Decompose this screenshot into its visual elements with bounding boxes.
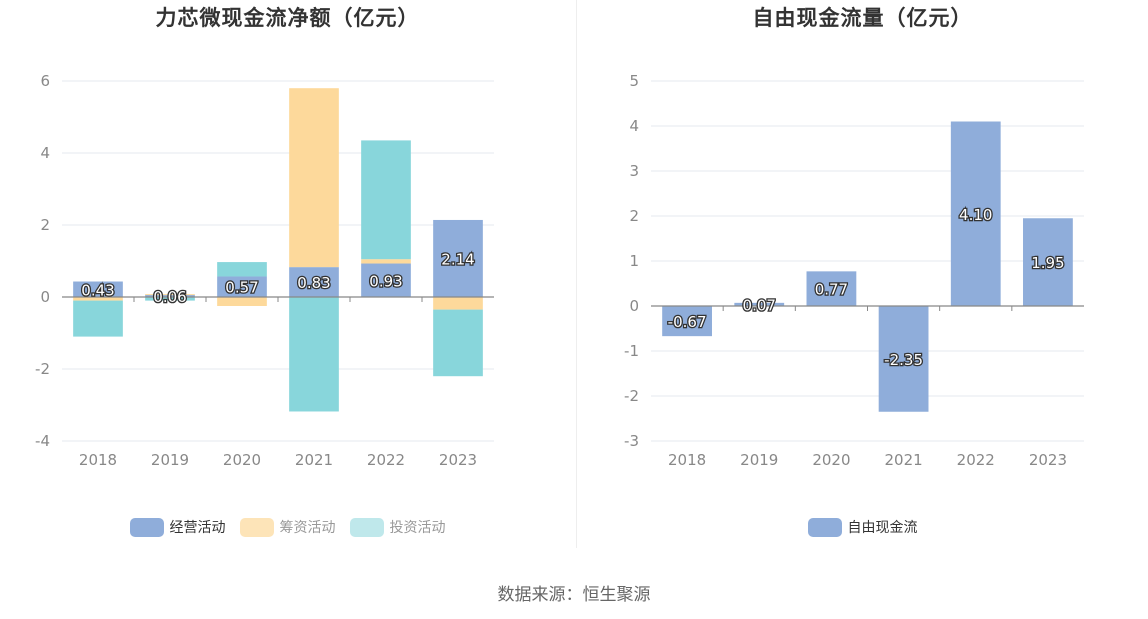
data-label-free-cash-flow-2018: -0.67 — [668, 313, 707, 331]
bar-financing-2018[interactable] — [73, 297, 123, 301]
legend-label-investing: 投资活动 — [389, 520, 446, 536]
bar-investing-2023[interactable] — [433, 309, 483, 377]
bar-operating-2019[interactable] — [145, 294, 195, 297]
legend-swatch-financing — [239, 517, 274, 537]
bar-investing-2018[interactable] — [73, 300, 123, 337]
free-cash-flow-chart: -3 -2 -1 0 1 2 3 4 5 2018 2019 2020 2021 2022 2023 -0.6… — [624, 72, 1084, 469]
left-ytick-label: 0 — [40, 288, 50, 306]
bar-investing-2020[interactable] — [217, 262, 267, 277]
right-ytick-label: -1 — [624, 342, 639, 360]
right-xtick-label: 2023 — [1029, 451, 1067, 469]
bar-investing-2019[interactable] — [145, 297, 195, 301]
left-ytick-label: 4 — [40, 144, 50, 162]
legend-item-free-cash-flow[interactable]: 自由现金流 — [807, 517, 918, 537]
left-xtick-label: 2018 — [79, 451, 117, 469]
data-source-note: 数据来源：恒生聚源 — [497, 585, 651, 605]
right-ytick-label: -3 — [624, 432, 639, 450]
right-xtick-label: 2020 — [812, 451, 850, 469]
bar-free-cash-flow-2018[interactable] — [662, 306, 712, 337]
bar-financing-2022[interactable] — [361, 259, 411, 264]
data-label-free-cash-flow-2019: 0.07 — [743, 296, 776, 314]
right-ytick-label: 1 — [629, 252, 639, 270]
legend-swatch-investing — [349, 517, 384, 537]
data-label-operating-2023: 2.14 — [441, 250, 474, 268]
right-ytick-label: 5 — [629, 72, 639, 90]
left-ytick-label: 2 — [40, 216, 50, 234]
bar-financing-2020[interactable] — [217, 297, 267, 306]
left-ytick-label: -4 — [35, 432, 50, 450]
free-cash-flow-panel: 自由现金流量（亿元） -3 -2 -1 0 1 2 3 4 5 2018 2019 2020 2021 2… — [577, 0, 1148, 560]
bar-financing-2021[interactable] — [289, 88, 339, 268]
bar-financing-2023[interactable] — [433, 297, 483, 310]
bar-operating-2021[interactable] — [289, 267, 339, 297]
bar-financing-2019[interactable] — [145, 294, 195, 296]
right-xtick-label: 2021 — [884, 451, 922, 469]
left-xtick-label: 2020 — [223, 451, 261, 469]
data-label-operating-2020: 0.57 — [225, 279, 258, 297]
legend-swatch-operating — [129, 517, 164, 537]
chart-title-right: 自由现金流量（亿元） — [752, 6, 973, 30]
legend-right: 自由现金流 — [577, 517, 1148, 537]
right-xtick-label: 2019 — [740, 451, 778, 469]
legend-label-financing: 筹资活动 — [279, 520, 336, 536]
bar-investing-2022[interactable] — [361, 140, 411, 260]
cash-flow-net-panel: 力芯微现金流净额（亿元） -4 -2 0 2 4 6 2018 2019 2020 2021 202… — [0, 0, 575, 560]
right-xtick-label: 2022 — [957, 451, 995, 469]
right-ytick-label: 2 — [629, 207, 639, 225]
bar-free-cash-flow-2019[interactable] — [734, 302, 785, 306]
data-label-operating-2019: 0.06 — [153, 288, 186, 306]
bar-free-cash-flow-2022[interactable] — [950, 121, 1001, 307]
bar-operating-2023[interactable] — [433, 219, 483, 297]
right-ytick-label: -2 — [624, 387, 639, 405]
legend-label-free-cash-flow: 自由现金流 — [847, 520, 918, 536]
right-ytick-label: 3 — [629, 162, 639, 180]
data-label-operating-2021: 0.83 — [297, 274, 330, 292]
panel-divider — [576, 0, 577, 548]
left-ytick-label: 6 — [40, 72, 50, 90]
data-label-free-cash-flow-2020: 0.77 — [815, 281, 848, 299]
bar-free-cash-flow-2023[interactable] — [1023, 218, 1073, 306]
data-label-free-cash-flow-2023: 1.95 — [1031, 254, 1064, 272]
left-xtick-label: 2023 — [439, 451, 477, 469]
left-xtick-label: 2019 — [151, 451, 189, 469]
legend-left: 经营活动 筹资活动 投资活动 — [0, 517, 575, 537]
data-label-operating-2022: 0.93 — [369, 272, 402, 290]
chart-title-left: 力芯微现金流净额（亿元） — [155, 6, 420, 30]
data-label-free-cash-flow-2022: 4.10 — [959, 206, 992, 224]
legend-item-investing[interactable]: 投资活动 — [349, 517, 446, 537]
data-label-free-cash-flow-2021: -2.35 — [884, 351, 923, 369]
left-xtick-label: 2022 — [367, 451, 405, 469]
bar-investing-2021[interactable] — [289, 297, 339, 412]
left-ytick-label: -2 — [35, 360, 50, 378]
right-xtick-label: 2018 — [668, 451, 706, 469]
bar-operating-2020[interactable] — [217, 276, 267, 297]
bar-free-cash-flow-2021[interactable] — [878, 306, 929, 412]
right-ytick-label: 4 — [629, 117, 639, 135]
legend-swatch-free-cash-flow — [807, 517, 842, 537]
cash-flow-net-chart: -4 -2 0 2 4 6 2018 2019 2020 2021 2022 2023 0.43 0.06… — [35, 72, 494, 469]
legend-label-operating: 经营活动 — [169, 520, 226, 536]
data-label-operating-2018: 0.43 — [81, 281, 114, 299]
bar-operating-2022[interactable] — [361, 263, 411, 297]
bar-free-cash-flow-2020[interactable] — [806, 271, 857, 306]
left-xtick-label: 2021 — [295, 451, 333, 469]
legend-item-operating[interactable]: 经营活动 — [129, 517, 226, 537]
legend-item-financing[interactable]: 筹资活动 — [239, 517, 336, 537]
right-ytick-label: 0 — [629, 297, 639, 315]
bar-operating-2018[interactable] — [73, 281, 123, 297]
